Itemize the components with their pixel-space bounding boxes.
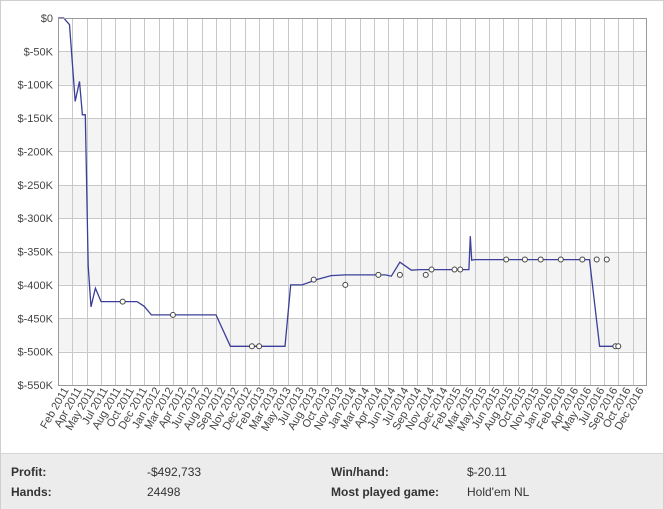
y-tick-label: $-500K: [18, 347, 54, 359]
data-point: [119, 298, 126, 305]
y-tick-label: $-350K: [18, 247, 54, 259]
data-point: [248, 343, 255, 350]
stats-panel: Profit: -$492,733 Hands: 24498 Win/hand:…: [1, 453, 663, 509]
y-axis-ticks: $0 $-50K $-100K $-150K $-200K $-250K $-300K $-3…: [18, 13, 54, 392]
plot-band: [58, 184, 647, 219]
hands-value: 24498: [147, 485, 181, 499]
data-point: [256, 343, 263, 350]
data-point: [521, 256, 528, 263]
y-tick-label: $-250K: [18, 180, 54, 192]
data-point: [169, 311, 176, 318]
winhand-value: $-20.11: [467, 465, 507, 479]
plot-border: [58, 18, 647, 386]
data-point: [422, 271, 429, 278]
data-point: [603, 256, 610, 263]
y-tick-label: $-150K: [18, 113, 54, 125]
data-point: [503, 256, 510, 263]
data-point: [557, 256, 564, 263]
plot-band: [58, 84, 647, 119]
y-tick-label: $-200K: [18, 146, 54, 158]
most-played-game-value: Hold'em NL: [467, 485, 530, 499]
plot-band: [58, 18, 647, 52]
hands-label: Hands:: [11, 485, 52, 499]
plot-band: [58, 251, 647, 285]
y-tick-label: $0: [41, 13, 53, 25]
data-point: [579, 256, 586, 263]
data-point: [342, 281, 349, 288]
data-point: [537, 256, 544, 263]
data-point: [396, 271, 403, 278]
series-line: [58, 17, 619, 347]
plot-band: [58, 151, 647, 185]
y-tick-label: $-450K: [18, 313, 54, 325]
plot-band: [58, 51, 647, 85]
data-point: [615, 343, 622, 350]
profit-value: -$492,733: [147, 465, 202, 479]
plot-band: [58, 218, 647, 252]
data-point: [593, 256, 600, 263]
plot-band: [58, 118, 647, 152]
y-tick-label: $-300K: [18, 213, 54, 225]
y-tick-label: $-100K: [18, 80, 54, 92]
series-line-group: [58, 17, 619, 347]
most-played-game-label: Most played game:: [331, 485, 440, 499]
plot-band: [58, 284, 647, 319]
data-point: [310, 276, 317, 283]
data-point: [428, 266, 435, 273]
data-point: [375, 271, 382, 278]
y-tick-label: $-400K: [18, 280, 54, 292]
profit-label: Profit:: [11, 465, 47, 479]
profit-line-chart: $0 $-50K $-100K $-150K $-200K $-250K $-300K $-3…: [18, 13, 647, 434]
y-tick-label: $-50K: [24, 46, 54, 58]
data-point: [457, 266, 464, 273]
plot-band: [58, 318, 647, 352]
plot-bands: [58, 18, 647, 385]
y-tick-label: $-550K: [18, 380, 54, 392]
winhand-label: Win/hand:: [331, 465, 389, 479]
plot-band: [58, 351, 647, 385]
data-point: [451, 266, 458, 273]
series-markers: [119, 256, 622, 350]
